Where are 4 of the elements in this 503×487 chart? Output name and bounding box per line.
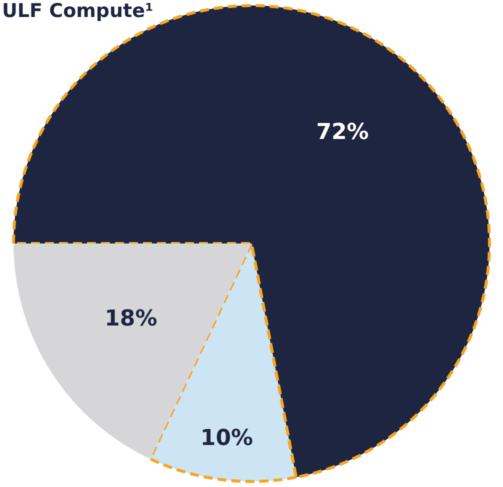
data-label: 72% [316, 120, 369, 146]
data-label: 10% [200, 426, 254, 452]
chart-title: ULF Compute¹ [2, 0, 154, 22]
data-label: 18% [104, 306, 158, 332]
